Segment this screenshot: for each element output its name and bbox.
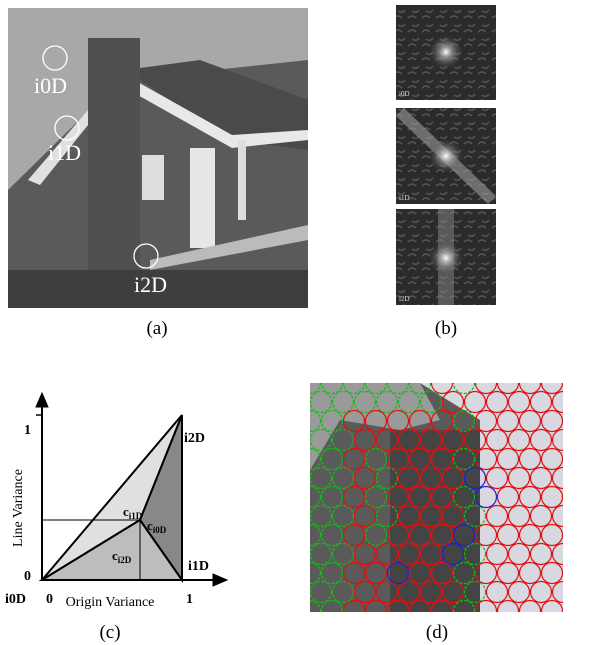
superpixel-circle <box>564 563 585 584</box>
superpixel-circle <box>531 620 552 641</box>
superpixel-circle <box>465 620 486 641</box>
caption: (b) <box>435 318 457 339</box>
superpixel-circle <box>564 487 585 508</box>
tick-label: 1 <box>24 423 31 438</box>
superpixel-circle <box>399 620 420 641</box>
superpixel-circle <box>289 506 310 527</box>
superpixel-circle <box>289 620 310 641</box>
region-label: i1D <box>48 140 81 165</box>
superpixel-circle <box>278 601 299 622</box>
superpixel-circle <box>564 373 585 394</box>
tick-label: 0 <box>46 592 53 607</box>
superpixel-circle <box>278 487 299 508</box>
image-label: i2D <box>399 295 410 303</box>
corner-label: i2D <box>184 431 205 446</box>
superpixel-circle <box>575 506 591 527</box>
superpixel-circle <box>564 449 585 470</box>
superpixel-circle <box>278 449 299 470</box>
superpixel-circle <box>278 411 299 432</box>
superpixel-circle <box>355 620 376 641</box>
image-label: i1D <box>399 194 410 202</box>
superpixel-circle <box>278 525 299 546</box>
caption: (a) <box>146 318 167 339</box>
superpixel-circle <box>575 620 591 641</box>
image-label: i0D <box>399 90 410 98</box>
axis-label: Origin Variance <box>66 595 155 610</box>
caption: (c) <box>99 622 120 643</box>
caption: (d) <box>426 622 448 643</box>
corner-label: i1D <box>188 559 209 574</box>
variance-diagram <box>36 393 227 586</box>
tick-label: 1 <box>186 592 193 607</box>
superpixel-circle <box>487 620 508 641</box>
superpixel-circle <box>575 468 591 489</box>
superpixel-circle <box>333 620 354 641</box>
superpixel-circle <box>278 563 299 584</box>
figure: i0D i1D i2D (a) i0D i1D i2D (b) 1 0 0 1 … <box>0 0 591 645</box>
superpixel-circle <box>278 373 299 394</box>
superpixel-circle <box>564 525 585 546</box>
axis-label: Line Variance <box>11 469 26 547</box>
superpixel-circle <box>575 430 591 451</box>
superpixel-circle <box>289 544 310 565</box>
superpixel-circle <box>377 620 398 641</box>
superpixel-circle <box>289 468 310 489</box>
superpixel-circle <box>564 601 585 622</box>
superpixel-circle <box>289 392 310 413</box>
superpixel-circle <box>509 620 530 641</box>
superpixel-circle <box>311 620 332 641</box>
superpixel-circle <box>289 430 310 451</box>
superpixel-circle <box>289 582 310 603</box>
tick-label: 0 <box>24 569 31 584</box>
superpixel-circle <box>564 411 585 432</box>
segmentation-image <box>278 373 591 641</box>
superpixel-circle <box>575 392 591 413</box>
superpixel-circle <box>575 544 591 565</box>
superpixel-circle <box>575 582 591 603</box>
spectrum-images <box>396 5 496 305</box>
superpixel-circle <box>553 620 574 641</box>
corner-label: i0D <box>5 592 26 607</box>
region-label: i2D <box>134 272 167 297</box>
region-label: i0D <box>34 73 67 98</box>
